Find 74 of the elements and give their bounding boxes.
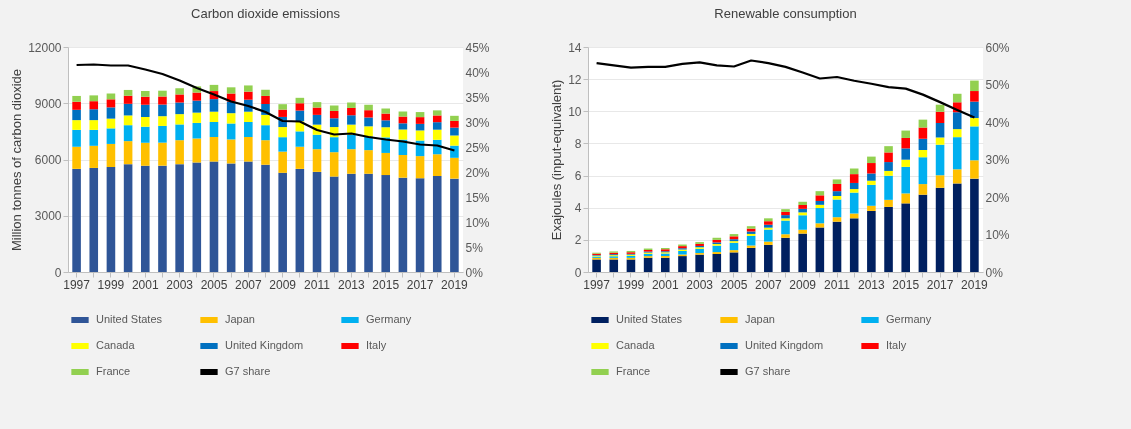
x-tick-label: 2015 (372, 277, 400, 292)
legend-label: United Kingdom (745, 339, 824, 351)
legend-label: G7 share (225, 365, 271, 377)
x-tick-label: 2015 (892, 277, 920, 292)
legend-label: Canada (616, 339, 656, 351)
y2-tick-label: 5% (465, 240, 484, 255)
y-tick-label: 4 (574, 201, 582, 216)
y-tick-label: 0 (574, 265, 582, 280)
x-tick-label: 2007 (234, 277, 262, 292)
x-tick-label: 2009 (789, 277, 817, 292)
legend-label: United Kingdom (225, 339, 304, 351)
x-tick-label: 2017 (926, 277, 954, 292)
x-tick-label: 2013 (858, 277, 886, 292)
y2-tick-label: 50% (985, 78, 1010, 92)
x-tick-label: 2009 (269, 277, 297, 292)
y2-tick-label: 10% (985, 228, 1010, 242)
y-tick-label: 14 (568, 40, 582, 55)
x-tick-label: 2001 (651, 277, 679, 292)
x-tick-label: 1999 (617, 277, 645, 292)
x-tick-label: 2017 (406, 277, 434, 292)
legend-label: Japan (745, 313, 775, 325)
y-axis-title: Million tonnes of carbon dioxide (9, 68, 25, 252)
legend-label: Canada (96, 339, 136, 351)
y2-tick-label: 15% (465, 190, 490, 205)
y2-tick-label: 35% (465, 90, 490, 105)
y-tick-label: 2 (574, 233, 582, 248)
y2-tick-label: 25% (465, 140, 490, 155)
y-tick-label: 12 (568, 72, 582, 87)
y2-tick-label: 10% (465, 215, 490, 230)
legend-label: France (96, 365, 131, 377)
y2-tick-label: 60% (985, 40, 1010, 55)
y2-tick-label: 40% (465, 65, 490, 80)
y2-tick-label: 45% (465, 40, 490, 55)
chart-title: Renewable consumption (714, 6, 857, 21)
y-tick-label: 8 (574, 136, 582, 151)
y-tick-label: 9000 (34, 96, 62, 111)
y-tick-label: 0 (54, 265, 62, 280)
x-tick-label: 2011 (824, 277, 851, 292)
legend-label: United States (96, 313, 163, 325)
x-tick-label: 2003 (686, 277, 714, 292)
y2-tick-label: 40% (985, 115, 1010, 130)
y2-tick-label: 0% (465, 265, 484, 280)
legend-label: Italy (886, 339, 907, 351)
chart-title: Carbon dioxide emissions (191, 6, 341, 21)
y-tick-label: 6000 (34, 153, 62, 167)
y2-tick-label: 0% (985, 265, 1004, 280)
x-tick-label: 2019 (961, 277, 989, 292)
legend-label: G7 share (745, 365, 791, 377)
x-tick-label: 2001 (131, 277, 159, 292)
y-tick-label: 3000 (34, 209, 62, 224)
x-tick-label: 1999 (97, 277, 125, 292)
x-tick-label: 2005 (200, 277, 228, 292)
y2-tick-label: 30% (465, 115, 490, 130)
x-tick-label: 2011 (304, 277, 331, 292)
y-tick-label: 10 (568, 104, 582, 119)
legend-label: France (616, 365, 651, 377)
x-tick-label: 2003 (166, 277, 194, 292)
y2-tick-label: 20% (985, 190, 1010, 205)
x-tick-label: 1997 (583, 277, 611, 292)
y2-tick-label: 20% (465, 165, 490, 180)
y-axis-title: Exajoules (input-equivalent) (549, 79, 565, 241)
legend-label: Germany (886, 313, 932, 325)
y-tick-label: 6 (574, 169, 582, 184)
y-tick-label: 12000 (28, 40, 62, 55)
legend-label: Germany (366, 313, 412, 325)
legend-label: United States (616, 313, 683, 325)
x-tick-label: 1997 (63, 277, 91, 292)
x-tick-label: 2005 (720, 277, 748, 292)
legend-label: Japan (225, 313, 255, 325)
x-tick-label: 2007 (754, 277, 782, 292)
x-tick-label: 2019 (441, 277, 469, 292)
legend-label: Italy (366, 339, 387, 351)
x-tick-label: 2013 (338, 277, 366, 292)
y2-tick-label: 30% (985, 153, 1010, 167)
